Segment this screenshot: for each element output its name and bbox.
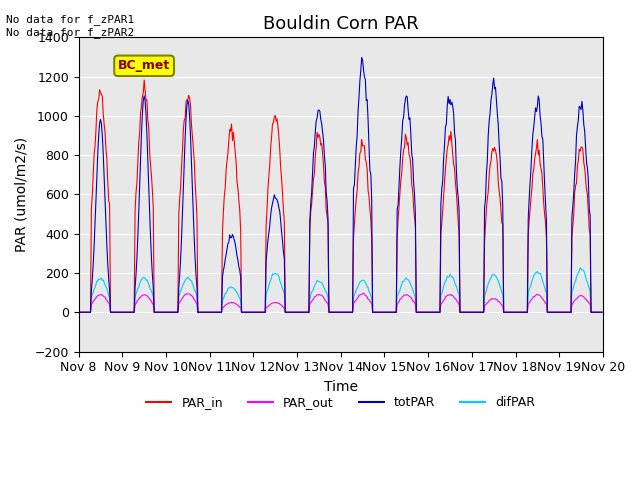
totPAR bbox=[358, 55, 365, 60]
Y-axis label: PAR (umol/m2/s): PAR (umol/m2/s) bbox=[15, 137, 29, 252]
totPAR bbox=[75, 310, 83, 315]
PAR_in bbox=[259, 310, 266, 315]
X-axis label: Time: Time bbox=[324, 380, 358, 394]
difPAR bbox=[428, 310, 436, 315]
Line: difPAR: difPAR bbox=[79, 268, 602, 312]
PAR_out bbox=[75, 310, 83, 315]
totPAR bbox=[390, 310, 398, 315]
difPAR bbox=[390, 310, 397, 315]
Line: totPAR: totPAR bbox=[79, 58, 602, 312]
Line: PAR_out: PAR_out bbox=[79, 293, 602, 312]
PAR_out bbox=[390, 310, 398, 315]
PAR_out bbox=[569, 300, 577, 306]
PAR_out bbox=[77, 310, 85, 315]
PAR_in bbox=[598, 310, 606, 315]
Text: BC_met: BC_met bbox=[118, 60, 170, 72]
PAR_out bbox=[360, 290, 367, 296]
PAR_in bbox=[569, 222, 577, 228]
totPAR bbox=[569, 203, 577, 209]
PAR_in bbox=[532, 145, 540, 151]
difPAR bbox=[598, 310, 606, 315]
totPAR bbox=[77, 310, 85, 315]
PAR_in bbox=[75, 310, 83, 315]
Line: PAR_in: PAR_in bbox=[79, 80, 602, 312]
difPAR bbox=[576, 265, 584, 271]
difPAR bbox=[258, 310, 266, 315]
difPAR bbox=[532, 270, 540, 276]
totPAR bbox=[258, 310, 266, 315]
PAR_in bbox=[390, 310, 398, 315]
PAR_in bbox=[140, 77, 148, 83]
Text: No data for f_zPAR1
No data for f_zPAR2: No data for f_zPAR1 No data for f_zPAR2 bbox=[6, 14, 134, 38]
PAR_out bbox=[532, 291, 540, 297]
totPAR bbox=[532, 108, 540, 114]
difPAR bbox=[77, 310, 85, 315]
PAR_out bbox=[429, 310, 436, 315]
Legend: PAR_in, PAR_out, totPAR, difPAR: PAR_in, PAR_out, totPAR, difPAR bbox=[141, 391, 540, 414]
totPAR bbox=[429, 310, 436, 315]
PAR_in bbox=[429, 310, 436, 315]
difPAR bbox=[568, 289, 576, 295]
totPAR bbox=[598, 310, 606, 315]
difPAR bbox=[75, 310, 83, 315]
PAR_in bbox=[77, 310, 85, 315]
PAR_out bbox=[258, 310, 266, 315]
PAR_out bbox=[598, 310, 606, 315]
Title: Bouldin Corn PAR: Bouldin Corn PAR bbox=[263, 15, 419, 33]
